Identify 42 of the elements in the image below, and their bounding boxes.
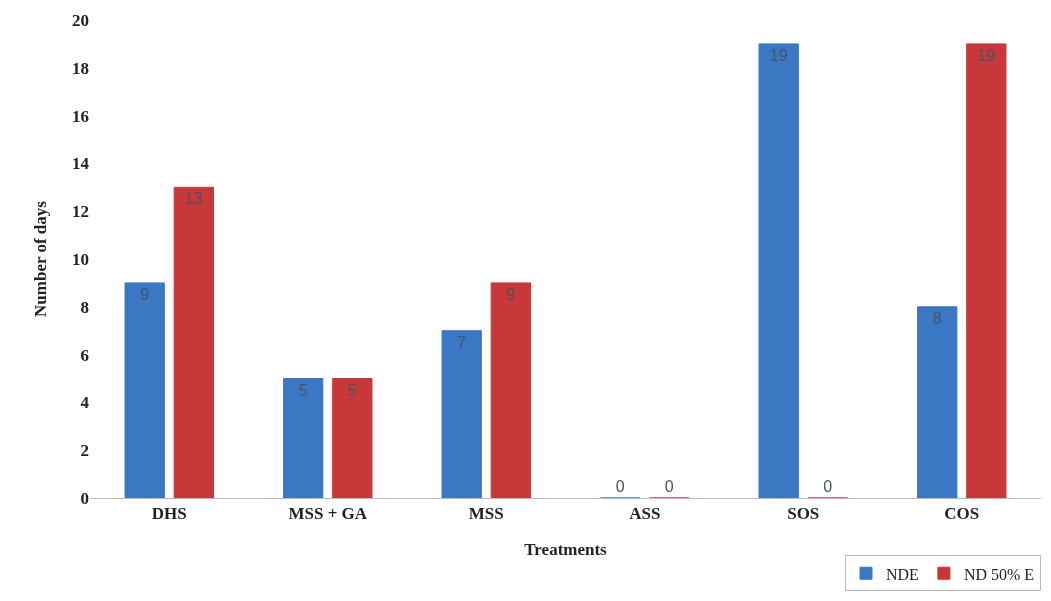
data-label: 7 xyxy=(457,333,467,351)
legend-label: ND 50% E xyxy=(963,565,1035,583)
y-tick-label: 2 xyxy=(80,441,89,461)
data-label: 9 xyxy=(140,285,150,303)
y-tick-label: 0 xyxy=(80,488,89,508)
y-tick-label: 18 xyxy=(72,58,89,78)
y-tick-label: 6 xyxy=(80,345,89,365)
x-tick-label: ASS xyxy=(629,504,661,524)
x-tick-label: COS xyxy=(944,504,980,524)
x-tick-label: MSS + GA xyxy=(288,504,368,524)
x-tick-label: SOS xyxy=(787,504,820,524)
x-tick-label: MSS xyxy=(468,504,504,524)
legend-label: NDE xyxy=(886,565,919,583)
y-tick-label: 14 xyxy=(72,154,90,174)
bar xyxy=(283,378,324,498)
bar xyxy=(173,186,214,498)
bar xyxy=(441,330,482,498)
y-tick-label: 12 xyxy=(72,202,89,222)
data-label: 0 xyxy=(823,478,833,495)
data-label: 0 xyxy=(664,478,674,495)
y-axis-title: Number of days xyxy=(31,200,50,317)
y-tick-label: 16 xyxy=(72,106,89,126)
bar xyxy=(758,43,799,498)
data-label: 19 xyxy=(977,46,996,64)
data-label: 19 xyxy=(769,46,788,64)
x-axis-title: Treatments xyxy=(524,539,608,559)
data-label: 13 xyxy=(184,190,203,208)
bar xyxy=(917,306,958,498)
data-label: 8 xyxy=(932,309,942,327)
y-tick-label: 10 xyxy=(72,249,89,269)
data-label: 0 xyxy=(615,478,625,495)
y-tick-label: 8 xyxy=(80,297,89,317)
y-tick-label: 20 xyxy=(72,10,89,30)
bar xyxy=(966,43,1007,498)
data-label: 9 xyxy=(506,285,516,303)
data-label: 5 xyxy=(347,381,357,399)
data-label: 5 xyxy=(298,381,308,399)
y-tick-label: 4 xyxy=(80,393,90,413)
bar xyxy=(332,378,373,498)
x-tick-label: DHS xyxy=(151,504,187,524)
bar xyxy=(124,282,165,498)
bar xyxy=(490,282,531,498)
